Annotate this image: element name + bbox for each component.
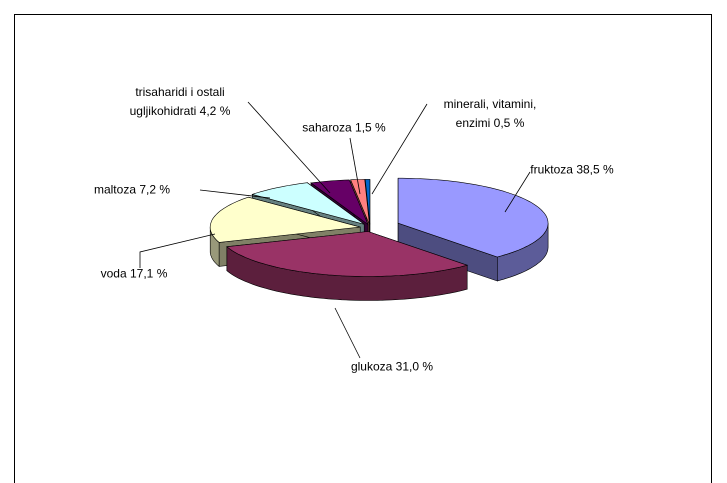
slice-label: minerali, vitamini, enzimi 0,5 % [428,95,553,133]
category-label: glukoza [350,359,393,374]
value-label: 0,5 % [493,116,525,130]
leader-line [199,189,271,199]
value-label: 31,0 % [395,359,434,374]
category-label: maltoza [93,182,136,197]
category-label: saharoza [302,120,352,135]
slice-label: maltoza 7,2 % [77,181,187,200]
value-label: 7,2 % [139,182,171,197]
value-label: 38,5 % [576,162,614,177]
leader-line [139,233,216,268]
slice-top [310,179,369,226]
value-label: 1,5 % [355,120,386,135]
slice-top [397,177,549,258]
slice-top [209,196,361,243]
category-label: fruktoza [530,162,573,177]
leader-line [349,137,361,195]
pie-slice [226,231,469,301]
slice-label: fruktoza 38,5 % [512,161,632,180]
slice-top [226,231,469,277]
leader-line [504,171,531,213]
slice-top [364,179,371,225]
slice-label: saharoza 1,5 % [289,119,399,138]
frame [14,14,712,483]
slice-label: glukoza 31,0 % [332,358,452,377]
value-label: 4,2 % [199,104,231,118]
pie-slice [397,177,549,282]
slice-label: voda 17,1 % [79,265,189,284]
leader-line [371,103,428,195]
category-label: trisaharidi i ostali ugljikohidrati [129,85,225,118]
slice-label: trisaharidi i ostali ugljikohidrati 4,2 … [110,83,250,121]
leader-line [247,101,331,194]
slice-top [251,182,365,225]
value-label: 17,1 % [130,266,168,281]
category-label: minerali, vitamini, enzimi [443,97,537,130]
category-label: voda [100,266,127,281]
leader-line [334,307,361,359]
